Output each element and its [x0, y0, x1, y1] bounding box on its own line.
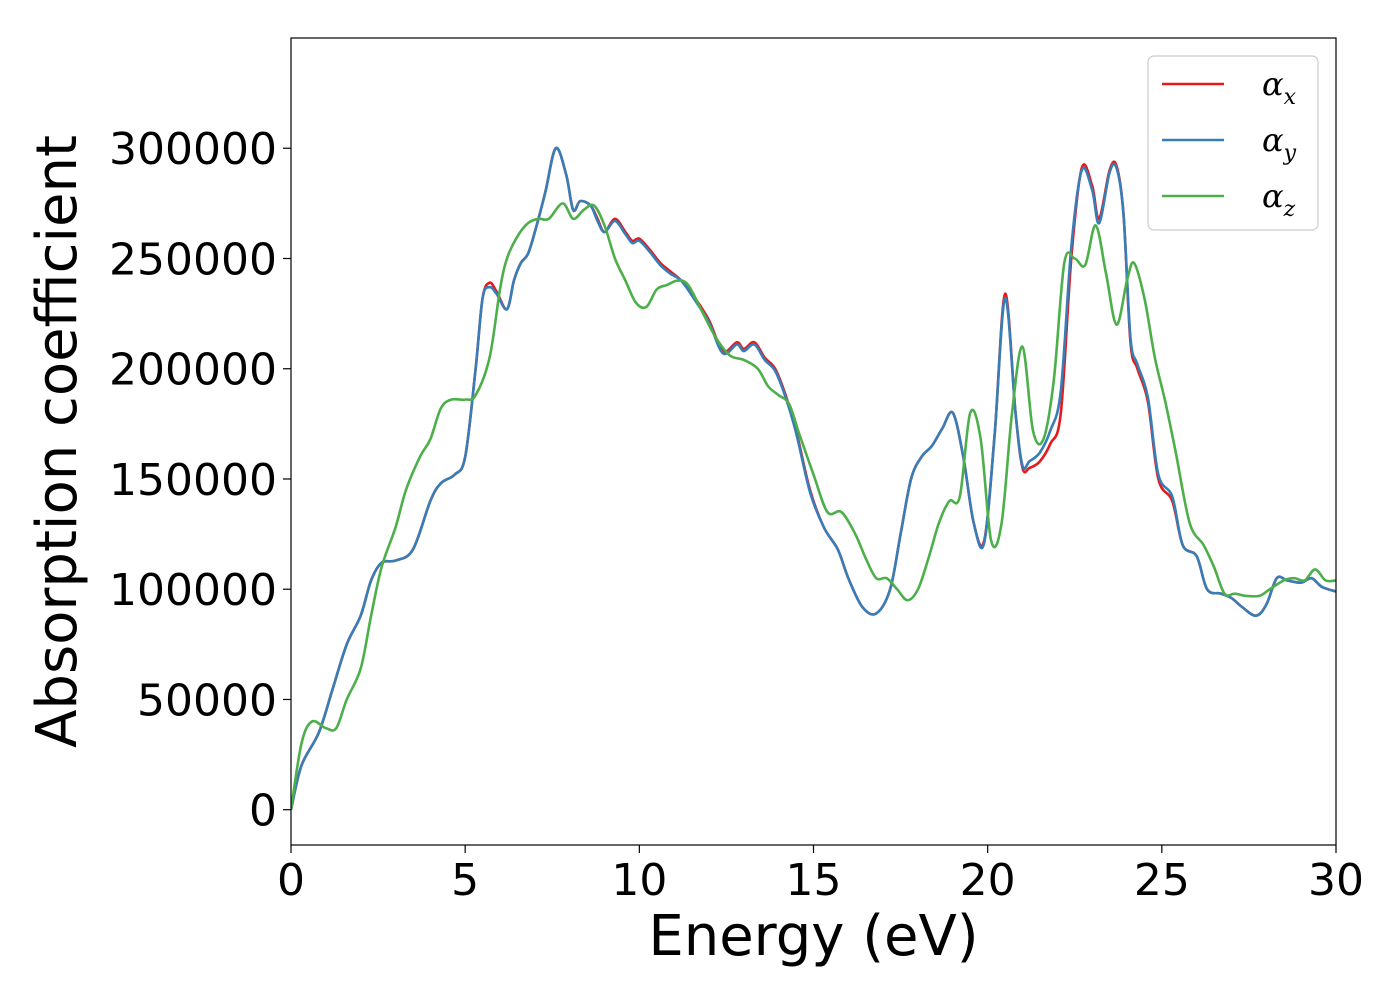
y-tick-label: 150000 [109, 455, 277, 506]
plot-lines [291, 146, 1336, 811]
legend-label-z: αz [1262, 177, 1296, 222]
x-axis: 0 5 10 15 20 25 30 [277, 845, 1364, 906]
legend-label-x: αx [1262, 65, 1297, 110]
y-tick-label: 100000 [109, 565, 277, 616]
legend-box [1147, 55, 1319, 231]
x-tick-label: 5 [451, 855, 479, 906]
y-tick-label: 250000 [109, 234, 277, 285]
y-tick-label: 200000 [109, 345, 277, 396]
series-line-z [291, 202, 1336, 810]
y-tick-label: 300000 [109, 124, 277, 175]
y-axis-title: Absorption coefficient [25, 135, 90, 748]
y-tick-label: 0 [249, 786, 277, 837]
x-tick-label: 15 [786, 855, 842, 906]
y-axis: 0 50000 100000 150000 200000 250000 300000 [109, 124, 291, 837]
y-tick-label: 50000 [137, 675, 277, 726]
legend-label-y: αy [1262, 121, 1297, 166]
x-tick-label: 20 [960, 855, 1016, 906]
x-axis-title: Energy (eV) [648, 904, 978, 969]
x-tick-label: 25 [1134, 855, 1190, 906]
legend: αx αy αz [1147, 55, 1319, 231]
series-line-y [291, 146, 1336, 811]
x-tick-label: 0 [277, 855, 305, 906]
x-tick-label: 30 [1308, 855, 1364, 906]
x-tick-label: 10 [611, 855, 667, 906]
